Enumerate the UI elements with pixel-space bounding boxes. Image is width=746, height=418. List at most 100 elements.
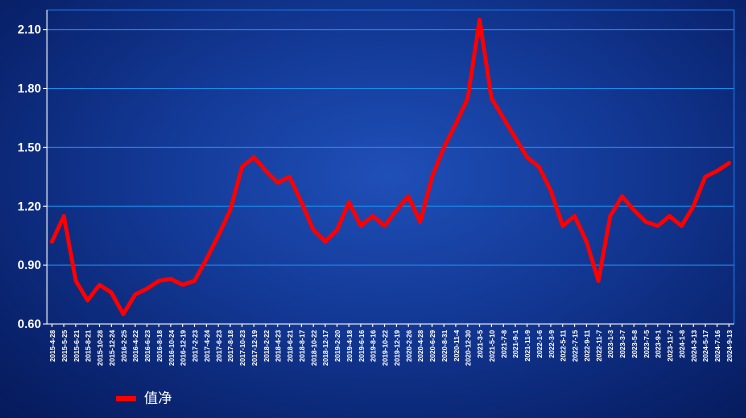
data-point bbox=[489, 96, 494, 101]
data-point bbox=[168, 277, 173, 281]
x-tick-label: 2020-12-30 bbox=[466, 330, 473, 366]
x-tick-label: 2020-11-4 bbox=[454, 330, 461, 362]
y-tick-label: 1.80 bbox=[18, 82, 42, 96]
series-lines bbox=[50, 17, 731, 317]
x-tick-label: 2020-8-31 bbox=[442, 330, 449, 362]
x-tick-label: 2018-2-22 bbox=[264, 330, 271, 362]
x-tick-label: 2024-9-13 bbox=[727, 330, 734, 362]
data-point bbox=[382, 224, 387, 228]
x-tick-label: 2022-11-7 bbox=[596, 330, 603, 362]
data-point bbox=[406, 194, 411, 199]
x-tick-label: 2019-4-18 bbox=[347, 330, 354, 362]
data-point bbox=[192, 279, 197, 283]
data-point bbox=[596, 279, 601, 283]
x-tick-label: 2016-8-18 bbox=[157, 330, 164, 362]
data-point bbox=[359, 224, 363, 228]
y-axis: 0.60 0.90 1.20 1.50 1.80 2.10 bbox=[18, 10, 48, 331]
data-point bbox=[584, 239, 589, 244]
data-point bbox=[620, 194, 624, 199]
y-tick-label: 0.60 bbox=[18, 317, 42, 331]
data-point bbox=[703, 175, 708, 179]
x-tick-label: 2015-12-24 bbox=[109, 330, 116, 366]
data-point bbox=[97, 282, 102, 287]
x-tick-label: 2023-7-5 bbox=[644, 330, 651, 358]
data-point bbox=[667, 214, 672, 218]
x-tick-label: 2020-4-28 bbox=[418, 330, 425, 362]
x-tick-label: 2023-3-7 bbox=[620, 330, 627, 358]
x-tick-label: 2021-5-10 bbox=[489, 330, 496, 362]
data-point bbox=[323, 239, 327, 244]
x-tick-label: 2024-3-13 bbox=[691, 330, 698, 362]
x-tick-label: 2023-11-7 bbox=[668, 330, 675, 362]
x-tick-label: 2015-6-21 bbox=[74, 330, 81, 362]
data-point bbox=[287, 175, 292, 179]
x-tick-label: 2015-5-25 bbox=[62, 330, 69, 362]
data-point bbox=[691, 204, 696, 209]
data-point bbox=[50, 239, 54, 244]
x-tick-label: 2020-6-29 bbox=[430, 330, 437, 362]
x-tick-label: 2016-12-19 bbox=[181, 330, 188, 366]
x-tick-label: 2019-2-20 bbox=[335, 330, 342, 362]
series-line bbox=[50, 17, 731, 317]
grid-lines bbox=[46, 9, 735, 325]
data-point bbox=[62, 214, 66, 218]
x-tick-label: 2019-10-22 bbox=[383, 330, 390, 366]
data-point bbox=[85, 298, 90, 303]
x-tick-label: 2015-8-21 bbox=[86, 330, 93, 362]
x-tick-label: 2019-6-16 bbox=[359, 330, 366, 362]
x-tick-label: 2023-9-1 bbox=[656, 330, 663, 358]
data-point bbox=[263, 169, 268, 173]
data-point bbox=[644, 220, 648, 224]
x-tick-label: 2019-12-19 bbox=[394, 330, 401, 366]
data-point bbox=[157, 279, 161, 283]
x-tick-label: 2019-8-16 bbox=[371, 330, 378, 362]
x-tick-label: 2022-1-6 bbox=[537, 330, 544, 358]
x-tick-label: 2021-7-8 bbox=[501, 330, 508, 358]
x-tick-label: 2015-4-28 bbox=[50, 330, 57, 362]
x-tick-label: 2017-12-19 bbox=[252, 330, 259, 366]
data-point bbox=[133, 292, 137, 297]
x-tick-label: 2023-5-8 bbox=[632, 330, 639, 358]
x-tick-label: 2015-10-28 bbox=[98, 330, 105, 366]
x-tick-label: 2024-1-8 bbox=[679, 330, 686, 358]
data-point bbox=[655, 224, 660, 228]
data-point bbox=[454, 122, 458, 126]
y-tick-label: 0.90 bbox=[18, 258, 42, 272]
data-point bbox=[370, 214, 375, 218]
data-point bbox=[501, 116, 506, 120]
legend-swatch bbox=[116, 395, 136, 401]
x-tick-label: 2017-2-23 bbox=[193, 330, 200, 362]
x-tick-label: 2024-5-17 bbox=[703, 330, 710, 362]
data-point bbox=[240, 165, 244, 169]
data-point bbox=[715, 169, 719, 173]
data-point bbox=[430, 175, 434, 179]
data-point bbox=[299, 200, 304, 205]
legend-label: 值净 bbox=[144, 391, 172, 407]
x-tick-label: 2017-6-23 bbox=[216, 330, 223, 362]
x-tick-label: 2021-9-1 bbox=[513, 330, 520, 358]
data-point bbox=[204, 257, 209, 262]
data-point bbox=[549, 188, 553, 193]
x-tick-label: 2016-6-23 bbox=[145, 330, 152, 362]
data-point bbox=[228, 208, 232, 212]
data-point bbox=[465, 96, 470, 101]
x-tick-label: 2023-1-3 bbox=[608, 330, 615, 358]
data-point bbox=[477, 18, 482, 22]
data-point bbox=[180, 282, 185, 287]
x-tick-label: 2018-12-17 bbox=[323, 330, 330, 366]
x-tick-label: 2017-4-24 bbox=[204, 330, 211, 362]
data-point bbox=[537, 165, 541, 169]
x-tick-label: 2021-11-9 bbox=[525, 330, 532, 362]
x-tick-label: 2017-10-23 bbox=[240, 330, 247, 366]
data-point bbox=[727, 161, 731, 165]
data-point bbox=[513, 135, 518, 140]
x-tick-label: 2022-3-9 bbox=[549, 330, 556, 358]
data-point bbox=[347, 200, 351, 205]
data-point bbox=[145, 286, 149, 291]
x-tick-label: 2020-2-26 bbox=[406, 330, 413, 362]
x-tick-label: 2022-7-15 bbox=[573, 330, 580, 362]
data-point bbox=[335, 228, 339, 232]
data-point bbox=[394, 208, 399, 212]
data-point bbox=[572, 214, 577, 218]
